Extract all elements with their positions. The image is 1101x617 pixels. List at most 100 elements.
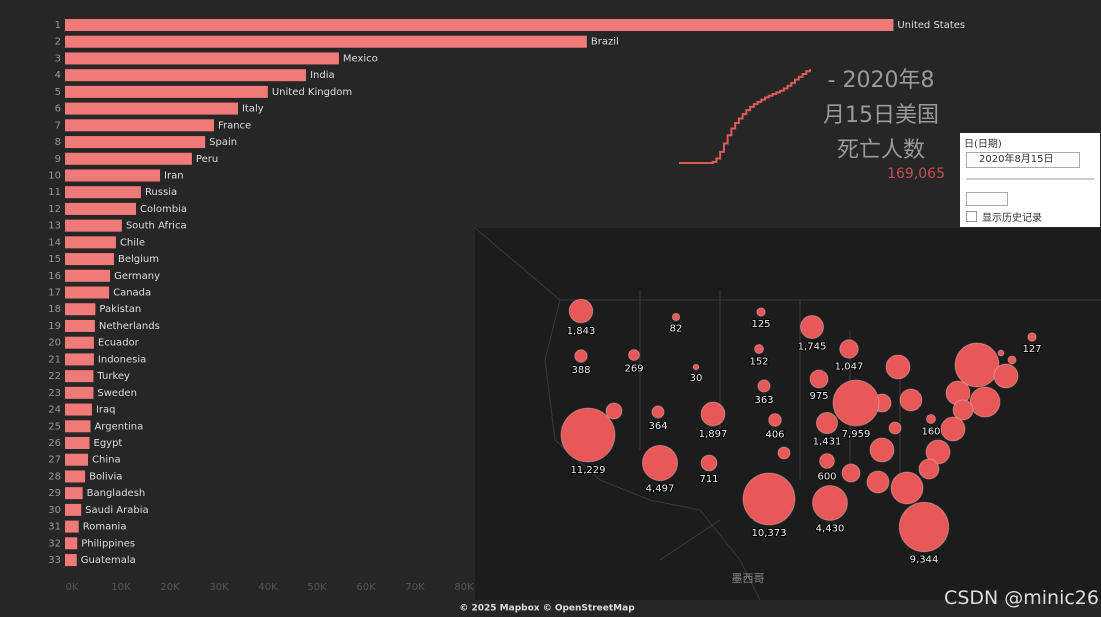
bubble: [756, 307, 766, 317]
bar-label: United States: [897, 20, 965, 31]
rank-label: 31: [48, 522, 61, 533]
bubble: [754, 344, 764, 354]
rank-label: 30: [48, 505, 61, 516]
bubble: [574, 349, 588, 363]
bar-label: Iran: [164, 170, 184, 181]
bubble: [700, 401, 726, 427]
bubble: [940, 416, 966, 442]
bar-label: China: [92, 455, 121, 466]
bar-label: Mexico: [343, 53, 378, 64]
bar: [65, 102, 238, 115]
bubble: [605, 402, 623, 420]
x-tick-label: 50K: [307, 582, 327, 593]
bubble: [809, 369, 829, 389]
bubble: [641, 444, 679, 482]
rank-label: 33: [48, 555, 61, 566]
bubble-label: 125: [751, 319, 770, 330]
x-tick-label: 0K: [66, 582, 79, 593]
bar: [65, 136, 206, 149]
x-tick-label: 40K: [258, 582, 278, 593]
bar: [65, 537, 78, 550]
bubble: [997, 349, 1005, 357]
bubble-label: 1,431: [813, 437, 842, 448]
bar: [65, 186, 141, 199]
bar-label: Canada: [113, 288, 151, 299]
watermark: CSDN @minic26: [944, 587, 1099, 609]
bubble: [568, 298, 594, 324]
x-tick-label: 20K: [160, 582, 180, 593]
bubble: [869, 437, 895, 463]
bar: [65, 169, 161, 182]
bubble: [925, 413, 937, 425]
bar-label: Pakistan: [99, 304, 141, 315]
bar-label: Bolivia: [89, 471, 122, 482]
rank-label: 6: [55, 104, 61, 115]
bar-label: Peru: [196, 154, 218, 165]
bar: [65, 303, 96, 316]
bar: [65, 437, 90, 449]
rank-label: 26: [48, 438, 61, 449]
bar-label: Colombia: [140, 204, 187, 215]
rank-label: 12: [48, 204, 61, 215]
bar: [65, 487, 83, 500]
rank-label: 20: [48, 338, 61, 349]
date-select[interactable]: 2020年8月15日: [966, 152, 1080, 168]
bubble-label: 1,047: [835, 361, 864, 372]
bar: [65, 35, 587, 48]
bar: [65, 52, 339, 65]
bubble-label: 160: [921, 427, 940, 438]
rank-label: 4: [55, 70, 61, 81]
bubble: [885, 354, 911, 380]
trend-line: [679, 69, 811, 164]
checkbox[interactable]: [966, 211, 977, 222]
bar: [65, 470, 86, 483]
bar: [65, 336, 94, 349]
bar: [65, 520, 79, 533]
bar-label: Turkey: [96, 371, 130, 382]
bubble-label: 1,745: [798, 342, 827, 353]
bubble: [925, 439, 951, 465]
bar: [65, 503, 82, 516]
country-label: 墨西哥: [732, 572, 765, 585]
bar: [65, 269, 111, 282]
rank-label: 10: [48, 170, 61, 181]
bubble: [888, 421, 902, 435]
bubble: [899, 388, 923, 412]
bar-label: Iraq: [96, 405, 116, 416]
rank-label: 16: [48, 271, 61, 282]
x-tick-label: 60K: [356, 582, 376, 593]
rank-label: 1: [55, 20, 61, 31]
rank-label: 8: [55, 137, 61, 148]
bubble-label: 711: [699, 474, 718, 485]
bubble: [839, 339, 859, 359]
rank-label: 23: [48, 388, 61, 399]
bubble-label: 7,959: [842, 429, 871, 440]
headline: - 2020年8月15日美国死亡人数: [823, 68, 939, 163]
bubble-label: 4,497: [646, 484, 675, 495]
x-tick-label: 10K: [111, 582, 131, 593]
bar-label: Ecuador: [98, 338, 140, 349]
bar-label: Germany: [114, 271, 160, 282]
rank-label: 19: [48, 321, 61, 332]
rank-label: 28: [48, 471, 61, 482]
bubble: [768, 413, 782, 427]
rank-label: 25: [48, 421, 61, 432]
bar: [65, 286, 110, 299]
playback[interactable]: [966, 192, 1008, 206]
headline-value: 169,065: [887, 166, 945, 182]
rank-label: 7: [55, 120, 61, 131]
bar: [65, 353, 94, 366]
bubble: [757, 379, 771, 393]
bar: [65, 420, 91, 433]
slider[interactable]: [966, 178, 1094, 180]
bubble-label: 152: [749, 356, 768, 367]
rank-label: 27: [48, 455, 61, 466]
bubble: [692, 363, 700, 371]
bubble: [898, 501, 950, 553]
bar: [65, 85, 268, 98]
rank-label: 17: [48, 288, 61, 299]
bar: [65, 236, 116, 249]
bar-label: Russia: [145, 187, 177, 198]
bubble-label: 1,897: [699, 429, 728, 440]
bubble: [777, 446, 791, 460]
